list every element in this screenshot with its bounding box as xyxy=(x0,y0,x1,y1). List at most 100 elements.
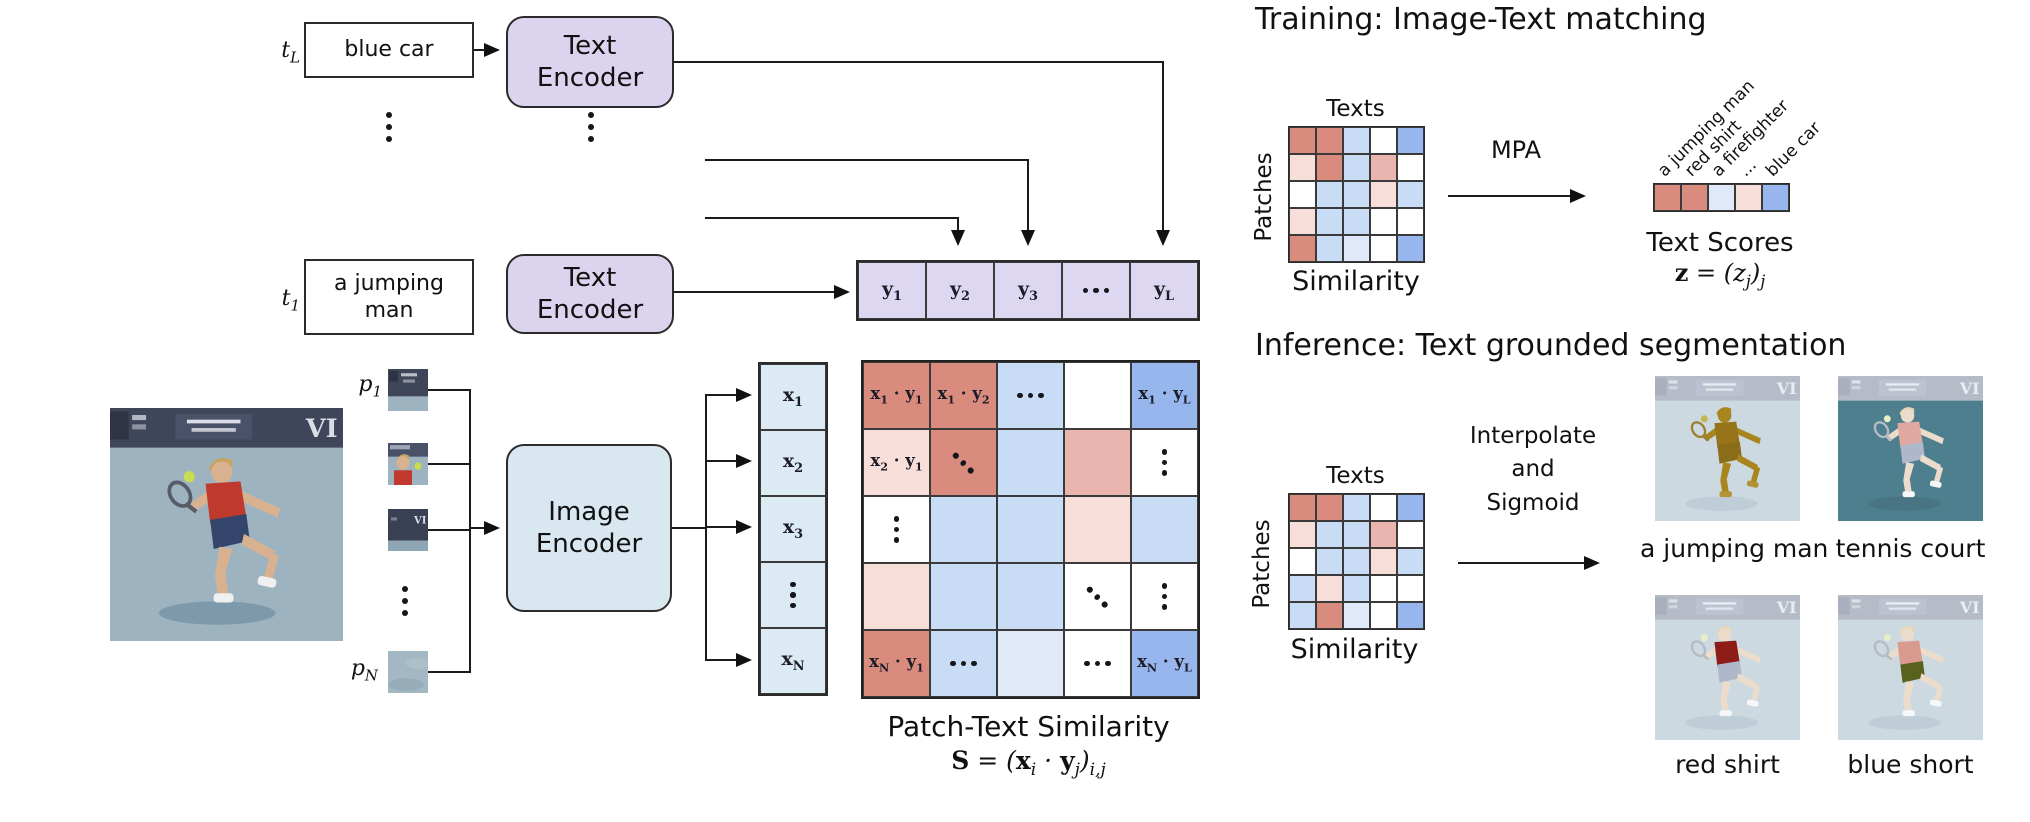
ellipsis-dots xyxy=(790,581,796,609)
text-embedding-cell: yL xyxy=(1130,262,1198,319)
training-matrix-cell xyxy=(1289,235,1316,262)
ellipsis-dots xyxy=(1161,449,1168,476)
training-matrix-cell xyxy=(1316,127,1343,154)
ellipsis-dots xyxy=(1084,660,1111,667)
svg-text:VI: VI xyxy=(1776,598,1797,617)
training-similarity-label: Similarity xyxy=(1292,266,1420,297)
training-matrix-cell xyxy=(1343,181,1370,208)
similarity-matrix-cell xyxy=(997,563,1064,630)
training-matrix-cell xyxy=(1343,127,1370,154)
cell-math-label: yL xyxy=(1153,277,1175,304)
ellipsis-text-inputs xyxy=(386,112,392,142)
segmentation-label-tennis-court: tennis court xyxy=(1835,534,1986,563)
similarity-matrix-cell: xN · y1 xyxy=(863,630,930,697)
text-scores-vector xyxy=(1653,183,1790,212)
inference-matrix-cell xyxy=(1370,494,1397,521)
training-matrix-cell xyxy=(1316,235,1343,262)
text-encoder-box-top: Text Encoder xyxy=(506,16,674,108)
interpolate-sigmoid-label: Interpolate and Sigmoid xyxy=(1443,420,1623,520)
ellipsis-dots xyxy=(893,516,900,543)
text-input-box-jumping-man: a jumping man xyxy=(304,259,474,335)
cell-math-label: x1 · y1 xyxy=(870,384,923,407)
segmentation-image-tennis-court: VI xyxy=(1838,376,1983,521)
training-matrix-cell xyxy=(1343,208,1370,235)
inference-matrix-cell xyxy=(1316,575,1343,602)
similarity-matrix-cell xyxy=(1064,563,1131,630)
inference-patches-label: Patches xyxy=(1249,519,1275,609)
similarity-matrix-cell xyxy=(1064,362,1131,429)
text-score-cell xyxy=(1681,184,1708,211)
similarity-matrix-cell: x1 · y1 xyxy=(863,362,930,429)
similarity-matrix-cell xyxy=(930,630,997,697)
text-encoder-box-bottom: Text Encoder xyxy=(506,254,674,334)
ellipsis-text-encoders xyxy=(588,112,594,142)
segmentation-label-blue-short: blue short xyxy=(1847,750,1974,779)
similarity-matrix-cell xyxy=(1131,429,1198,496)
image-encoder-box: Image Encoder xyxy=(506,444,672,612)
inference-matrix-cell xyxy=(1343,548,1370,575)
training-matrix-cell xyxy=(1370,235,1397,262)
inference-matrix-cell xyxy=(1316,494,1343,521)
similarity-matrix-cell xyxy=(930,563,997,630)
svg-text:VI: VI xyxy=(305,414,338,444)
cell-math-label: x3 xyxy=(782,516,804,542)
cell-math-label: x1 · y2 xyxy=(937,384,990,407)
patch-tag-pN: pN xyxy=(350,656,378,685)
svg-text:VI: VI xyxy=(1776,379,1797,398)
similarity-matrix-cell xyxy=(997,362,1064,429)
ellipsis-dots xyxy=(1082,287,1110,294)
training-matrix-cell xyxy=(1289,154,1316,181)
patch-text-similarity-matrix: x1 · y1 x1 · y2 x1 · yL x2 · y1 xN · y1 xN · … xyxy=(861,360,1200,699)
similarity-matrix-cell: x1 · y2 xyxy=(930,362,997,429)
text-embedding-cell: y1 xyxy=(858,262,926,319)
matrix-caption: Patch-Text Similarity xyxy=(887,710,1170,743)
ellipsis-dots xyxy=(950,660,977,667)
inference-similarity-matrix xyxy=(1288,493,1425,630)
segmentation-label-jumping-man: a jumping man xyxy=(1640,534,1829,563)
patch-embedding-column: x1 x2 x3 xN xyxy=(758,362,828,696)
training-matrix-cell xyxy=(1343,154,1370,181)
text-score-cell xyxy=(1735,184,1762,211)
patch-thumbnail-2 xyxy=(388,443,428,485)
ellipsis-dots xyxy=(1017,392,1044,399)
text-scores-caption: Text Scores xyxy=(1646,228,1794,258)
mpa-arrow-label: MPA xyxy=(1490,136,1542,164)
segmentation-image-jumping-man: VI xyxy=(1655,376,1800,521)
ellipsis-patches xyxy=(402,586,408,616)
inference-matrix-cell xyxy=(1289,602,1316,629)
training-texts-label: Texts xyxy=(1326,96,1385,122)
cell-math-label: x1 · yL xyxy=(1138,384,1191,407)
inference-matrix-cell xyxy=(1289,494,1316,521)
training-matrix-cell xyxy=(1370,154,1397,181)
cell-math-label: y2 xyxy=(949,277,971,304)
text-input-tag-tL: tL xyxy=(281,38,300,67)
ellipsis-dots xyxy=(952,451,975,474)
training-matrix-cell xyxy=(1289,181,1316,208)
inference-matrix-cell xyxy=(1397,602,1424,629)
patch-embedding-cell: x1 xyxy=(760,364,826,430)
patch-embedding-cell: x3 xyxy=(760,496,826,562)
inference-matrix-cell xyxy=(1343,494,1370,521)
patch-embedding-cell xyxy=(760,562,826,628)
similarity-matrix-cell: x2 · y1 xyxy=(863,429,930,496)
cell-math-label: xN xyxy=(781,648,805,674)
cell-math-label: y1 xyxy=(881,277,903,304)
patch-thumbnail-1 xyxy=(388,369,428,411)
segmentation-image-red-shirt: VI xyxy=(1655,595,1800,740)
inference-matrix-cell xyxy=(1316,602,1343,629)
inference-matrix-cell xyxy=(1289,548,1316,575)
training-matrix-cell xyxy=(1316,154,1343,181)
cell-math-label: x2 · y1 xyxy=(870,451,923,474)
training-matrix-cell xyxy=(1370,208,1397,235)
cell-math-label: xN · yL xyxy=(1137,652,1192,675)
inference-title: Inference: Text grounded segmentation xyxy=(1255,328,1847,363)
svg-text:VI: VI xyxy=(1959,598,1980,617)
training-matrix-cell xyxy=(1397,181,1424,208)
inference-matrix-cell xyxy=(1370,602,1397,629)
training-matrix-cell xyxy=(1289,208,1316,235)
similarity-matrix-cell xyxy=(1064,630,1131,697)
text-embedding-row: y1 y2 y3 yL xyxy=(856,260,1200,321)
ellipsis-dots xyxy=(1161,583,1168,610)
training-patches-label: Patches xyxy=(1251,152,1277,242)
